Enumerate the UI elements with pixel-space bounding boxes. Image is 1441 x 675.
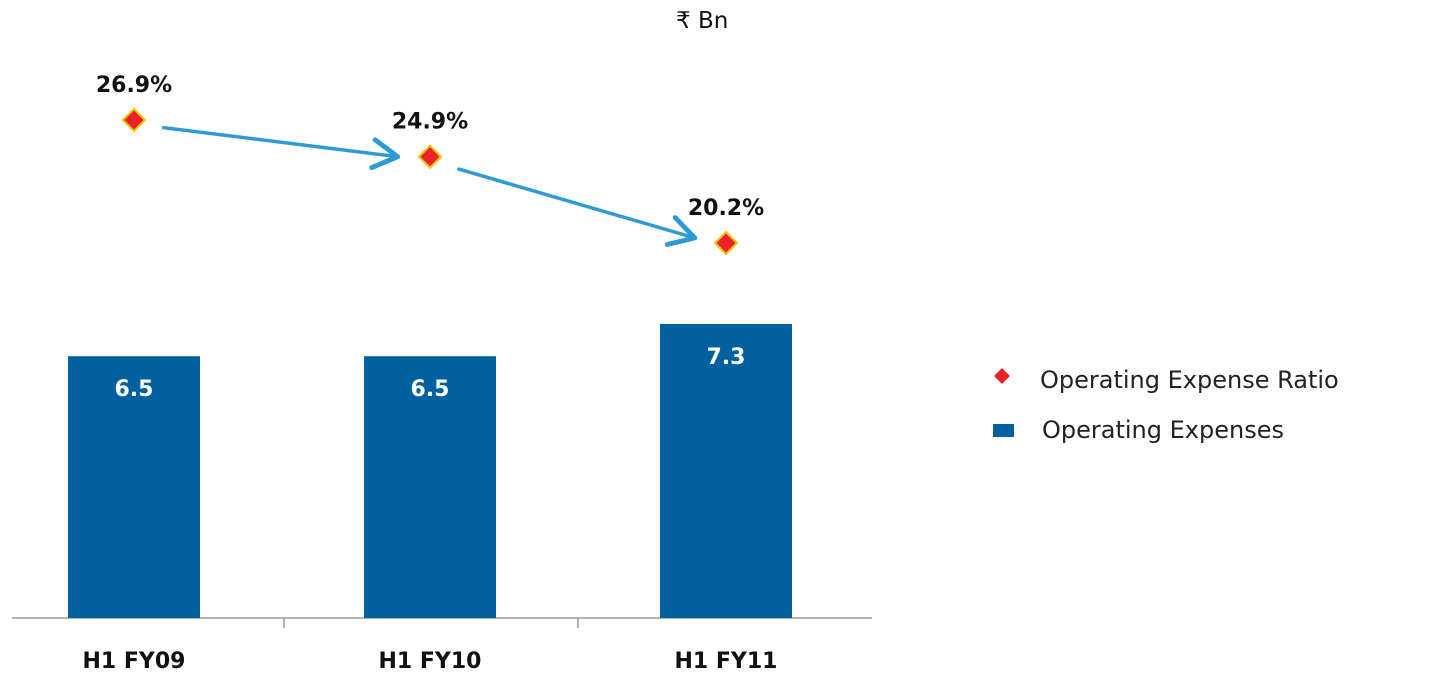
bar-h1-fy09 [68,356,200,618]
trend-arrows [162,125,698,247]
diamond-icon [994,368,1010,384]
bar-value-label: 6.5 [115,377,154,402]
ratio-value-label: 24.9% [392,110,468,135]
bar-value-label: 6.5 [411,377,450,402]
bar-series [68,324,792,618]
legend-item-expenses: Operating Expenses [990,408,1339,452]
unit-label: ₹ Bn [676,8,729,34]
square-icon [993,423,1014,437]
ratio-marker [417,144,443,170]
x-tick-label: H1 FY11 [675,649,778,674]
bar-h1-fy10 [364,356,496,618]
x-tick-label: H1 FY10 [379,649,482,674]
chart-labels: 6.5 6.5 7.3 H1 FY09 H1 FY10 H1 FY11 26.9% 24.9%… [83,73,778,674]
x-axis [12,617,872,628]
legend-label-ratio: Operating Expense Ratio [1040,366,1339,394]
legend-item-ratio: Operating Expense Ratio [990,358,1339,402]
trend-arrow [457,167,698,247]
legend-label-expenses: Operating Expenses [1042,416,1284,444]
ratio-series [121,107,739,256]
ratio-value-label: 26.9% [96,73,172,98]
ratio-marker [713,230,739,256]
ratio-marker [121,107,147,133]
legend: Operating Expense Ratio Operating Expens… [990,358,1339,458]
bar-h1-fy11 [660,324,792,618]
bar-value-label: 7.3 [707,345,746,370]
x-tick-label: H1 FY09 [83,649,186,674]
trend-arrow [162,125,401,171]
ratio-value-label: 20.2% [688,196,764,221]
